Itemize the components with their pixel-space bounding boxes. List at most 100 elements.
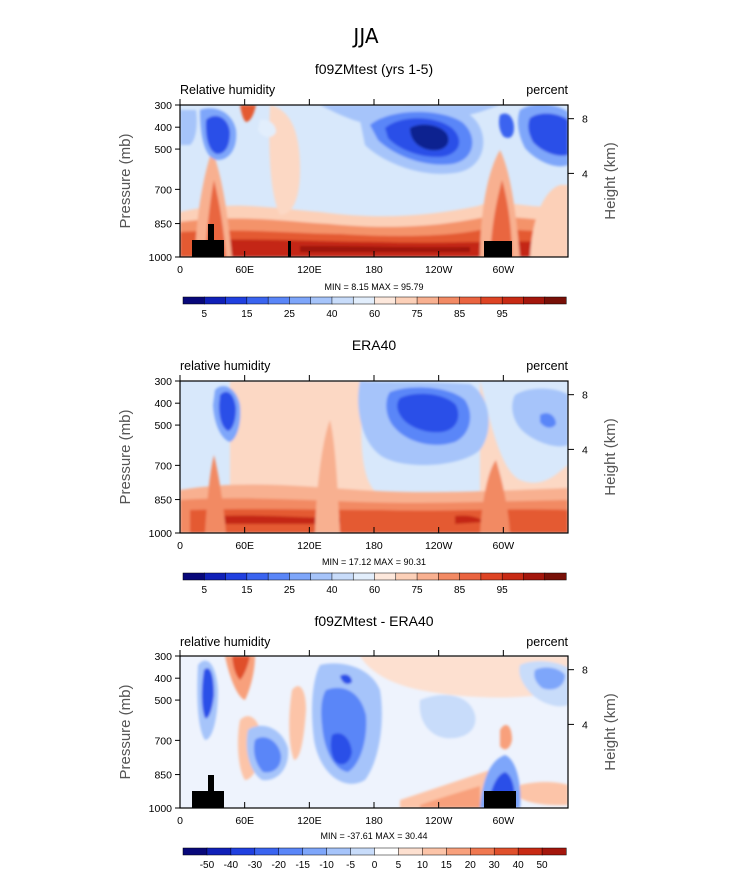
panel-1-contours: [180, 105, 568, 257]
colorbar-label: 95: [497, 585, 509, 596]
y-tick-label: 1000: [149, 528, 173, 540]
x-tick-label: 120E: [297, 264, 322, 276]
y-tick-label: 700: [154, 460, 172, 472]
colorbar-swatch: [254, 847, 280, 856]
y-tick-label: 400: [154, 398, 172, 410]
colorbar-swatch: [459, 572, 482, 581]
colorbar-swatch: [225, 296, 248, 305]
y-tick-label: 700: [154, 735, 172, 747]
x-tick-label: 120E: [297, 815, 322, 827]
height-axis-title: Height (km): [602, 142, 619, 220]
colorbar-label: -15: [295, 860, 310, 871]
colorbar-label: 85: [454, 585, 466, 596]
panel-3-min-max: MIN = -37.61 MAX = 30.44: [320, 831, 427, 841]
colorbar-swatch: [544, 296, 567, 305]
colorbar-label: 75: [411, 585, 423, 596]
colorbar-swatch: [225, 572, 248, 581]
colorbar-label: 85: [454, 309, 466, 320]
panel-3-contours: [180, 656, 568, 808]
height-tick-label: 4: [582, 168, 588, 180]
colorbar-swatch: [480, 572, 503, 581]
colorbar-label: 5: [201, 585, 207, 596]
colorbar-swatch: [246, 572, 269, 581]
colorbar-swatch: [493, 847, 519, 856]
colorbar-swatch: [438, 572, 461, 581]
panel-2-variable-label: relative humidity: [180, 359, 271, 373]
y-tick-label: 700: [154, 184, 172, 196]
colorbar-swatch: [182, 572, 205, 581]
y-tick-label: 1000: [149, 252, 173, 264]
panel-2-min-max: MIN = 17.12 MAX = 90.31: [322, 557, 426, 567]
colorbar-swatch: [302, 847, 328, 856]
colorbar-swatch: [416, 572, 439, 581]
colorbar-swatch: [374, 847, 399, 856]
colorbar-swatch: [331, 572, 354, 581]
colorbar-swatch: [398, 847, 423, 856]
y-tick-label: 300: [154, 376, 172, 388]
colorbar-label: 15: [241, 585, 253, 596]
colorbar-label: -50: [200, 860, 215, 871]
colorbar-swatch: [459, 296, 482, 305]
y-axis-title: Pressure (mb): [117, 409, 134, 504]
height-tick-label: 4: [582, 719, 588, 731]
colorbar-swatch: [395, 572, 418, 581]
height-axis-title: Height (km): [602, 693, 619, 771]
panel-3-axes: 0 60E 120E 180 120W 60W 300 400 500 700 850 1000 8 4 P…: [117, 650, 619, 827]
colorbar-swatch: [438, 296, 461, 305]
colorbar-swatch: [523, 296, 546, 305]
panel-2-units-label: percent: [526, 359, 568, 373]
x-tick-label: 60W: [493, 540, 515, 552]
colorbar-label: 15: [441, 860, 453, 871]
colorbar-label: 0: [372, 860, 378, 871]
x-tick-label: 0: [177, 264, 183, 276]
height-tick-label: 4: [582, 444, 588, 456]
x-tick-label: 120W: [425, 264, 453, 276]
x-tick-label: 120W: [425, 815, 453, 827]
colorbar-swatch: [267, 296, 290, 305]
colorbar-swatch: [267, 572, 290, 581]
panel-2-colorbar: 5 15 25 40 60 75 85 95: [182, 572, 567, 596]
panel-3: f09ZMtest - ERA40 relative humidity perc…: [117, 613, 619, 871]
x-tick-label: 60E: [235, 540, 254, 552]
panel-2-axes: 0 60E 120E 180 120W 60W 300 400 500 700 850 1000 8 4 P…: [117, 375, 619, 552]
y-tick-label: 400: [154, 122, 172, 134]
colorbar-label: 25: [284, 585, 296, 596]
x-tick-label: 0: [177, 540, 183, 552]
figure-title: JJA: [351, 24, 378, 48]
x-tick-label: 60E: [235, 264, 254, 276]
colorbar-label: 60: [369, 585, 381, 596]
y-tick-label: 500: [154, 144, 172, 156]
panel-1-min-max: MIN = 8.15 MAX = 95.79: [324, 282, 423, 292]
colorbar-swatch: [470, 847, 495, 856]
colorbar-swatch: [289, 296, 312, 305]
panel-3-variable-label: relative humidity: [180, 635, 271, 649]
colorbar-label: -10: [319, 860, 334, 871]
colorbar-label: 5: [201, 309, 207, 320]
colorbar-swatch: [517, 847, 543, 856]
y-tick-label: 500: [154, 420, 172, 432]
colorbar-label: -30: [248, 860, 263, 871]
colorbar-swatch: [182, 847, 208, 856]
colorbar-label: -40: [224, 860, 239, 871]
colorbar-swatch: [310, 572, 333, 581]
x-tick-label: 60E: [235, 815, 254, 827]
x-tick-label: 180: [365, 264, 383, 276]
y-tick-label: 300: [154, 100, 172, 112]
panel-3-units-label: percent: [526, 635, 568, 649]
colorbar-swatch: [278, 847, 304, 856]
x-tick-label: 60W: [493, 264, 515, 276]
panel-3-title: f09ZMtest - ERA40: [314, 613, 433, 629]
x-tick-label: 60W: [493, 815, 515, 827]
colorbar-label: -20: [272, 860, 287, 871]
panel-1-title: f09ZMtest (yrs 1-5): [315, 61, 433, 77]
y-tick-label: 500: [154, 695, 172, 707]
colorbar-swatch: [289, 572, 312, 581]
colorbar-swatch: [523, 572, 546, 581]
panel-1: f09ZMtest (yrs 1-5) Relative humidity pe…: [117, 61, 619, 320]
panel-1-units-label: percent: [526, 83, 568, 97]
colorbar-swatch: [331, 296, 354, 305]
panel-1-colorbar: 5 15 25 40 60 75 85 95: [182, 296, 567, 320]
height-tick-label: 8: [582, 390, 588, 402]
panel-2-title: ERA40: [352, 337, 397, 353]
